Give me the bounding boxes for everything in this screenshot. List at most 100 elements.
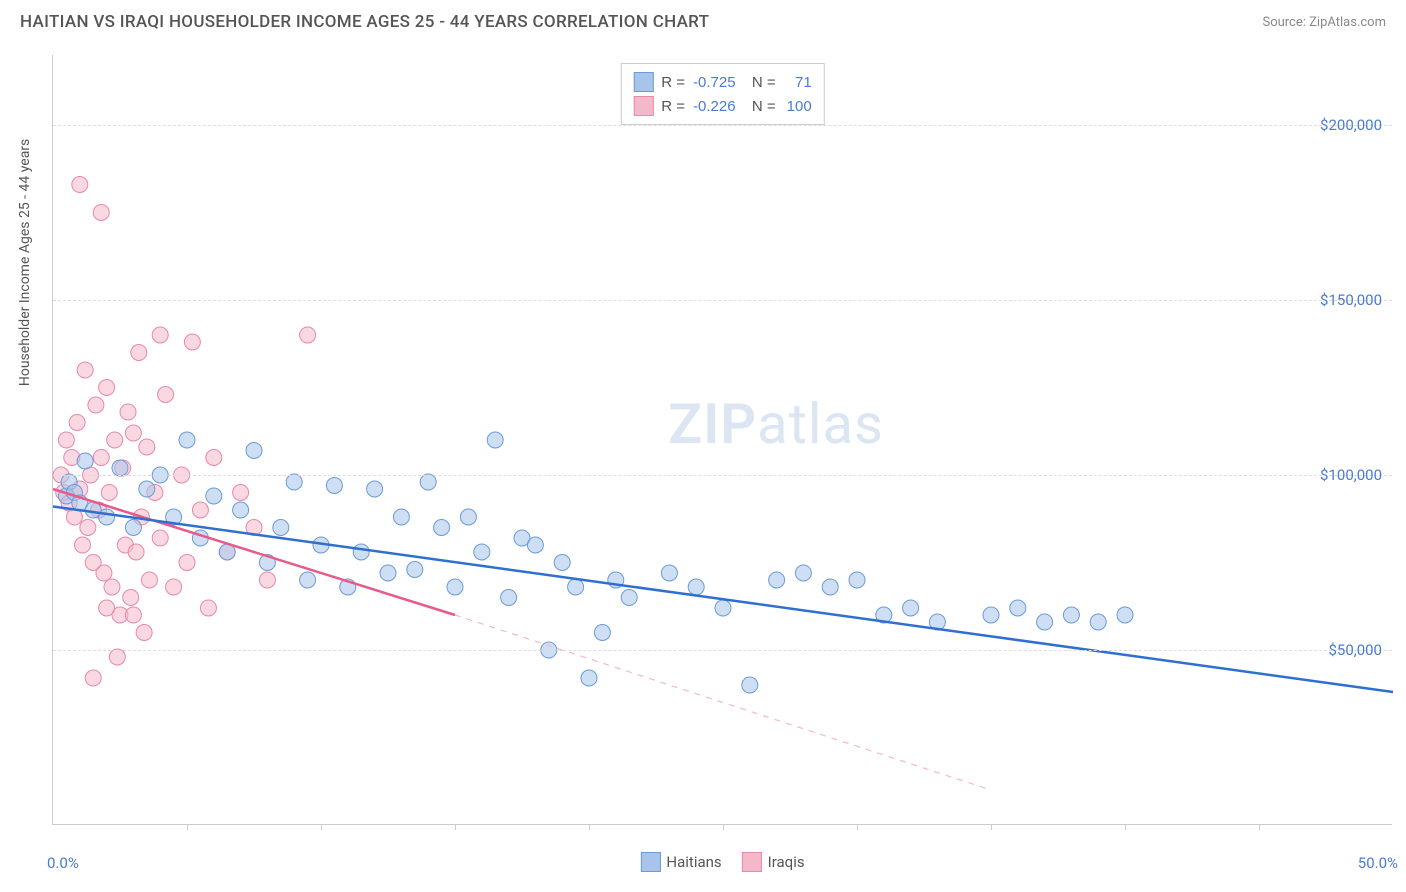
iraqis-point [77, 362, 93, 378]
haitians-point [527, 537, 543, 553]
haitians-point [447, 579, 463, 595]
iraqis-point [141, 572, 157, 588]
scatter-plot [53, 55, 1392, 824]
haitians-point [474, 544, 490, 560]
chart-title: HAITIAN VS IRAQI HOUSEHOLDER INCOME AGES… [20, 12, 709, 32]
haitians-point [621, 590, 637, 606]
swatch-haitians-icon [640, 852, 660, 872]
iraqis-point [233, 485, 249, 501]
haitians-point [1090, 614, 1106, 630]
haitians-point [206, 488, 222, 504]
iraqis-point [93, 450, 109, 466]
legend-row-haitians: R = -0.725 N = 71 [633, 70, 811, 94]
haitians-point [554, 555, 570, 571]
haitians-point [233, 502, 249, 518]
haitians-point [568, 579, 584, 595]
source-label: Source: ZipAtlas.com [1262, 15, 1386, 30]
chart-area: Householder Income Ages 25 - 44 years ZI… [52, 55, 1392, 825]
haitians-point [326, 478, 342, 494]
haitians-point [769, 572, 785, 588]
iraqis-point [200, 600, 216, 616]
haitians-point [407, 562, 423, 578]
iraqis-point [300, 327, 316, 343]
iraqis-point [96, 565, 112, 581]
haitians-point [849, 572, 865, 588]
iraqis-point [104, 579, 120, 595]
swatch-iraqis-icon [742, 852, 762, 872]
haitians-point [487, 432, 503, 448]
iraqis-point [99, 600, 115, 616]
trend-line [455, 615, 991, 790]
iraqis-point [158, 387, 174, 403]
haitians-point [353, 544, 369, 560]
haitians-point [286, 474, 302, 490]
haitians-point [795, 565, 811, 581]
x-tick-mark [991, 824, 992, 830]
iraqis-point [139, 439, 155, 455]
haitians-point [300, 572, 316, 588]
iraqis-point [58, 432, 74, 448]
haitians-point [125, 520, 141, 536]
iraqis-point [184, 334, 200, 350]
haitians-point [1010, 600, 1026, 616]
haitians-point [594, 625, 610, 641]
haitians-point [460, 509, 476, 525]
gridline-h [53, 300, 1392, 301]
haitians-point [420, 474, 436, 490]
iraqis-point [125, 607, 141, 623]
iraqis-point [85, 670, 101, 686]
iraqis-point [99, 380, 115, 396]
x-tick-mark [321, 824, 322, 830]
x-tick-mark [1125, 824, 1126, 830]
haitians-point [688, 579, 704, 595]
iraqis-point [109, 649, 125, 665]
iraqis-point [107, 432, 123, 448]
haitians-point [246, 443, 262, 459]
gridline-h [53, 475, 1392, 476]
x-tick-mark [589, 824, 590, 830]
haitians-point [393, 509, 409, 525]
haitians-point [1063, 607, 1079, 623]
legend-item-iraqis: Iraqis [742, 852, 805, 872]
swatch-iraqis [633, 96, 653, 116]
iraqis-point [166, 579, 182, 595]
haitians-point [715, 600, 731, 616]
iraqis-point [136, 625, 152, 641]
haitians-point [139, 481, 155, 497]
haitians-point [434, 520, 450, 536]
iraqis-point [101, 485, 117, 501]
y-tick-label: $200,000 [1320, 116, 1382, 134]
iraqis-point [192, 502, 208, 518]
iraqis-point [123, 590, 139, 606]
iraqis-point [152, 327, 168, 343]
haitians-point [1037, 614, 1053, 630]
y-axis-label: Householder Income Ages 25 - 44 years [17, 138, 33, 385]
gridline-h [53, 650, 1392, 651]
haitians-point [273, 520, 289, 536]
haitians-point [822, 579, 838, 595]
swatch-haitians [633, 72, 653, 92]
y-tick-label: $150,000 [1320, 291, 1382, 309]
haitians-point [99, 509, 115, 525]
iraqis-point [259, 572, 275, 588]
haitians-point [380, 565, 396, 581]
x-tick-mark [455, 824, 456, 830]
haitians-point [742, 677, 758, 693]
iraqis-point [206, 450, 222, 466]
correlation-legend: R = -0.725 N = 71 R = -0.226 N = 100 [620, 63, 824, 125]
iraqis-point [72, 177, 88, 193]
x-tick-mark [723, 824, 724, 830]
iraqis-point [120, 404, 136, 420]
iraqis-point [80, 520, 96, 536]
iraqis-point [74, 537, 90, 553]
x-tick-mark [1259, 824, 1260, 830]
haitians-point [661, 565, 677, 581]
haitians-point [367, 481, 383, 497]
iraqis-point [131, 345, 147, 361]
x-tick-left: 0.0% [47, 854, 79, 872]
series-legend: Haitians Iraqis [640, 852, 804, 872]
haitians-point [112, 460, 128, 476]
iraqis-point [125, 425, 141, 441]
iraqis-point [179, 555, 195, 571]
haitians-point [581, 670, 597, 686]
